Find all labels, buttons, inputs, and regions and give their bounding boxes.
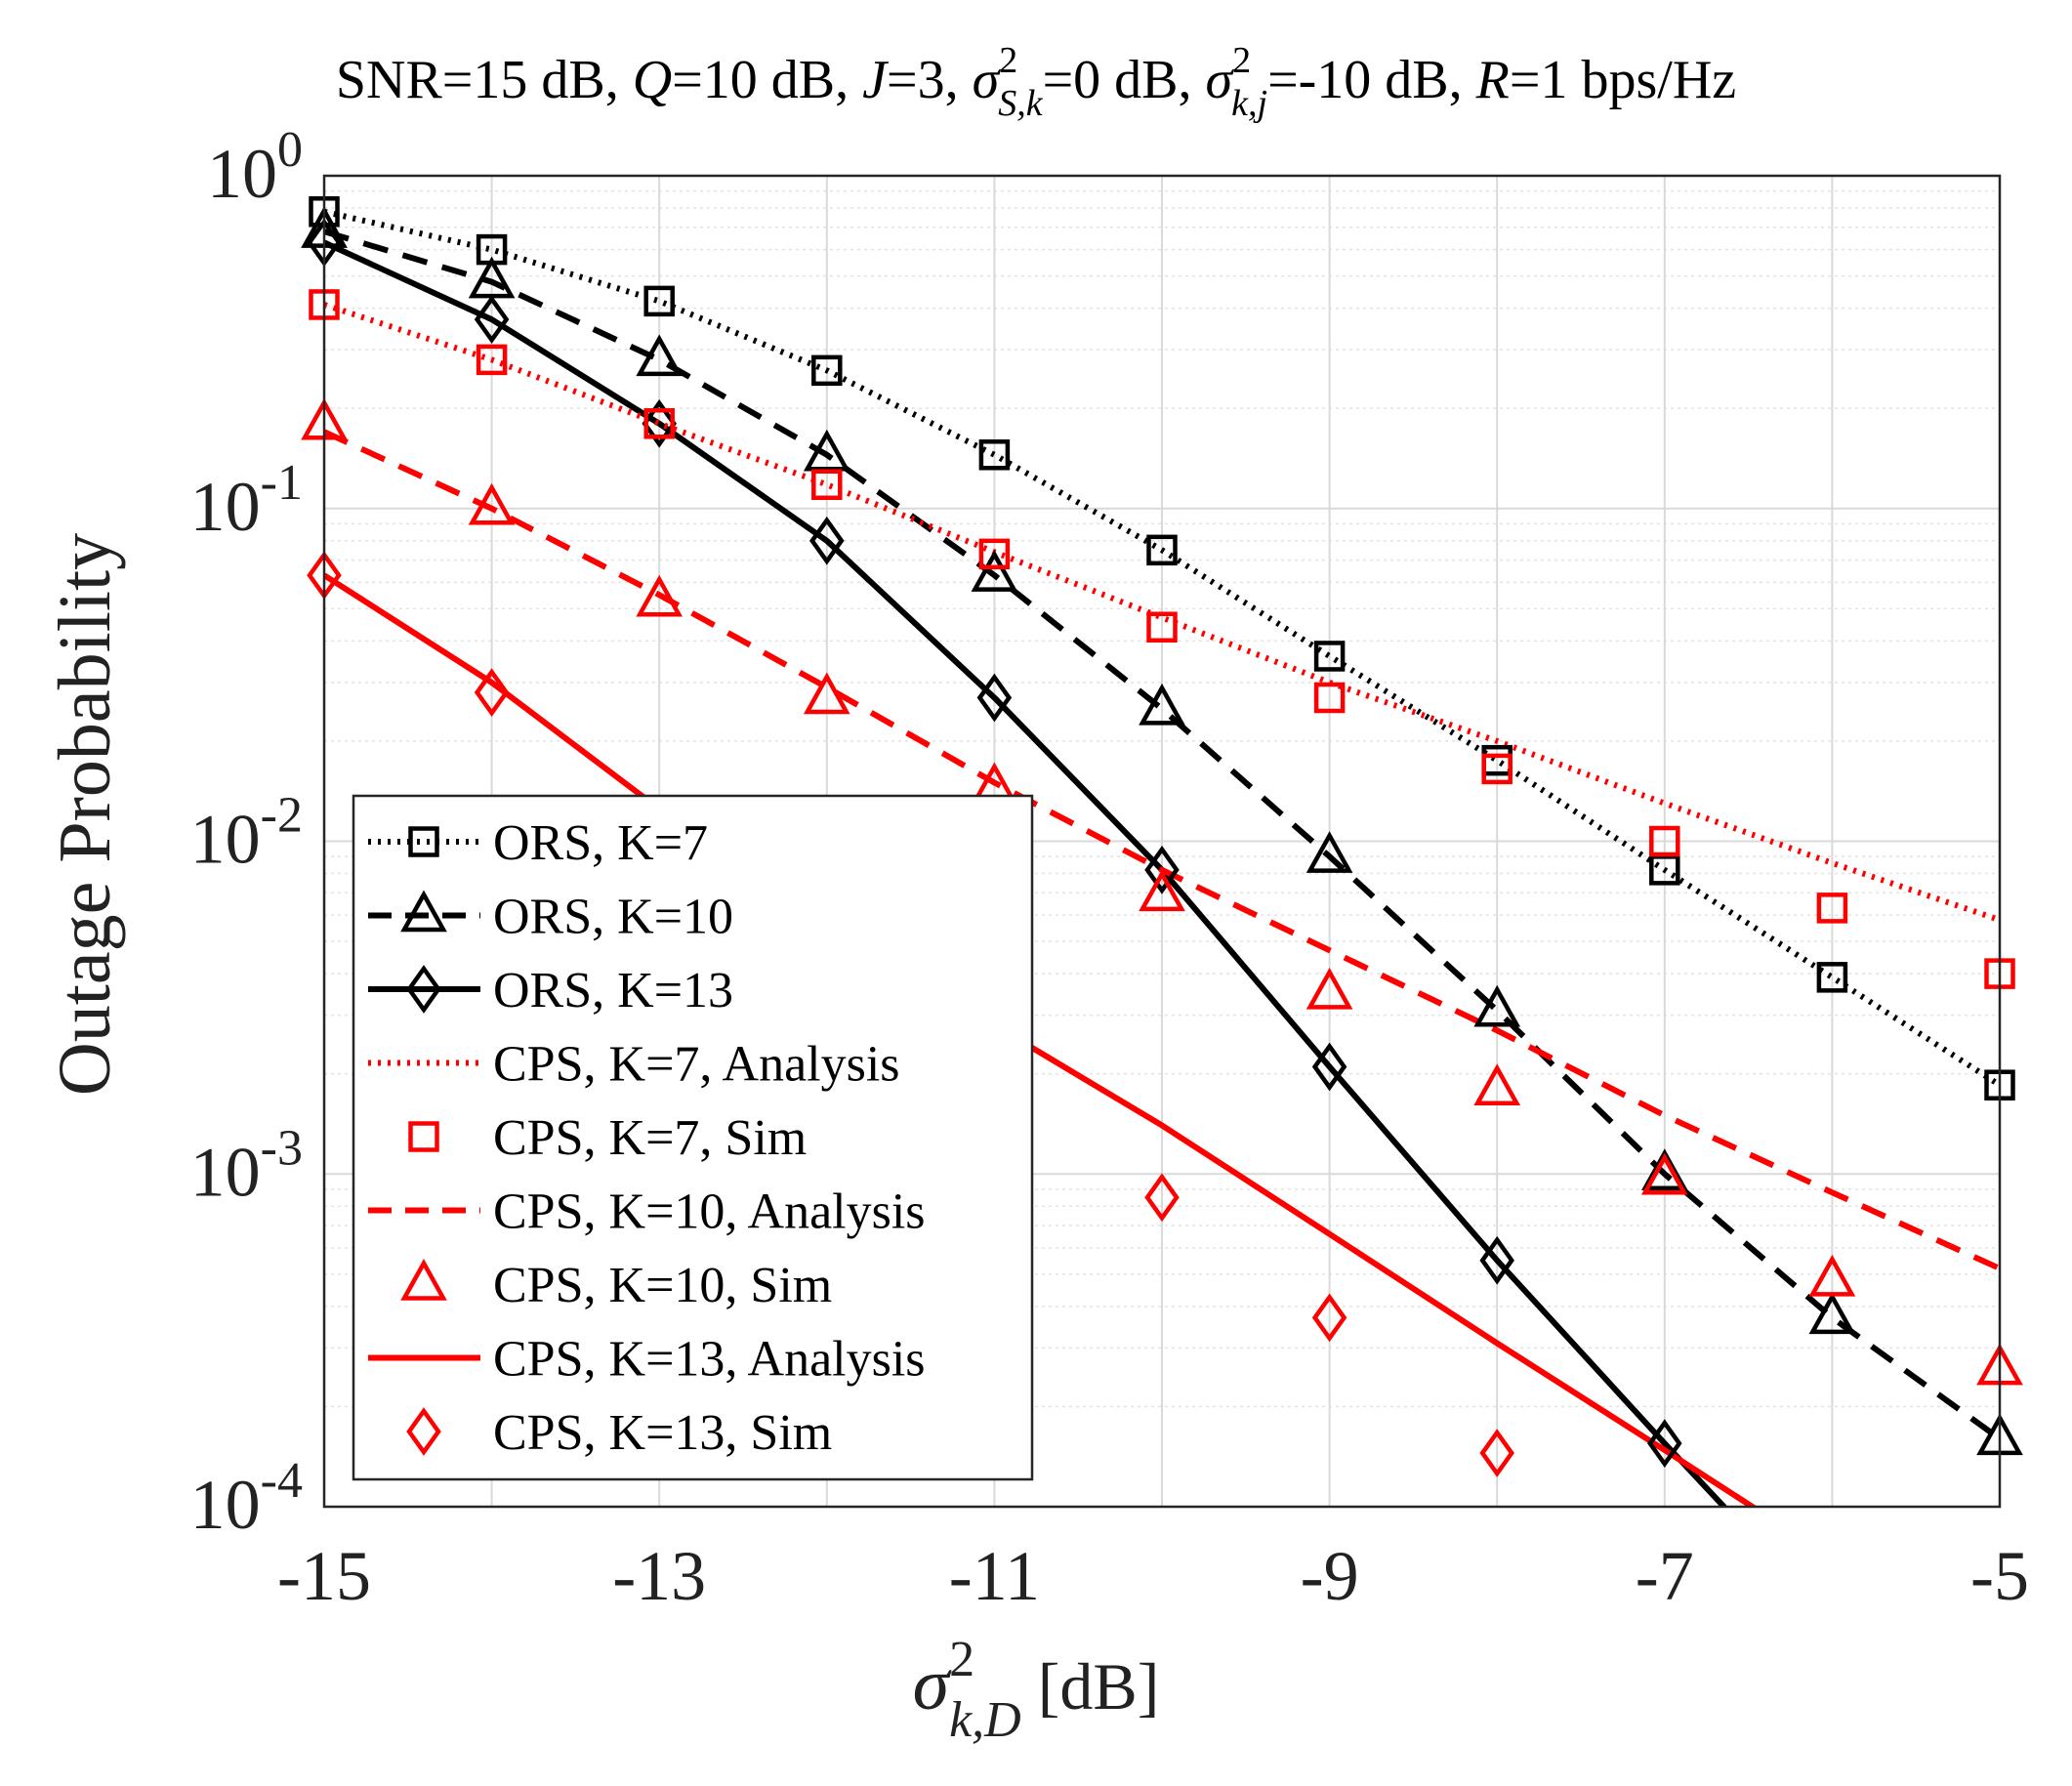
marker-ors-k-7 <box>1146 534 1178 566</box>
marker-cps-k-7-sim <box>811 469 843 501</box>
series-line-ors-k-10 <box>324 228 2000 1441</box>
legend-swatch-marker-cps-k-10-sim <box>400 1258 447 1301</box>
legend-swatch-marker-ors-k-13 <box>406 965 441 1014</box>
y-tick-label: 100 <box>207 122 303 213</box>
x-tick-label: -9 <box>1301 1537 1359 1615</box>
legend-swatch-marker-cps-k-7-sim <box>408 1121 439 1152</box>
x-tick-label: -15 <box>277 1537 371 1615</box>
marker-cps-k-10-sim <box>803 672 850 715</box>
y-tick-labels: 100 10-1 10-2 10-3 10-4 <box>190 122 303 1544</box>
marker-ors-k-10 <box>1139 683 1185 726</box>
marker-ors-k-7 <box>978 439 1011 471</box>
x-tick-labels: -15 -13 -11 -9 -7 -5 <box>277 1537 2029 1615</box>
marker-cps-k-7-sim <box>643 408 675 439</box>
legend-label-cps-k-7-analysis: CPS, K=7, Analysis <box>493 1037 900 1093</box>
marker-ors-k-13 <box>1311 1042 1347 1092</box>
marker-ors-k-7 <box>1313 641 1346 672</box>
marker-ors-k-10 <box>1473 984 1521 1027</box>
marker-ors-k-10 <box>1808 1292 1856 1335</box>
series-markers <box>301 196 2023 1477</box>
y-tick-label: 10-3 <box>190 1120 303 1211</box>
marker-ors-k-13 <box>642 398 677 448</box>
x-tick-label: -5 <box>1970 1537 2029 1615</box>
marker-cps-k-10-sim <box>1808 1254 1856 1297</box>
plot-frame <box>322 174 2002 1509</box>
marker-cps-k-10-sim <box>1473 1063 1521 1106</box>
legend-swatch-marker-ors-k-7 <box>408 826 439 857</box>
legend-label-cps-k-10-analysis: CPS, K=10, Analysis <box>493 1184 926 1240</box>
legend-label-cps-k-13-analysis: CPS, K=13, Analysis <box>493 1332 926 1388</box>
marker-cps-k-7-sim <box>1649 825 1680 857</box>
marker-ors-k-7 <box>1649 854 1680 886</box>
series-line-ors-k-7 <box>324 208 2000 1088</box>
marker-cps-k-7-sim <box>476 344 508 376</box>
legend-label-cps-k-10-sim: CPS, K=10, Sim <box>493 1258 832 1313</box>
marker-cps-k-10-sim <box>636 574 684 617</box>
series-line-cps-k-13-analysis <box>324 572 1759 1507</box>
marker-cps-k-10-sim <box>1640 1152 1688 1195</box>
y-tick-label: 10-4 <box>190 1453 303 1544</box>
marker-ors-k-13 <box>1479 1235 1514 1285</box>
legend-label-ors-k-13: ORS, K=13 <box>493 963 733 1018</box>
marker-ors-k-13 <box>976 673 1013 723</box>
marker-ors-k-10 <box>636 334 684 377</box>
marker-ors-k-7 <box>1816 962 1848 993</box>
x-tick-label: -7 <box>1636 1537 1694 1615</box>
marker-ors-k-13 <box>474 295 510 345</box>
y-tick-label: 10-1 <box>190 455 303 546</box>
y-axis-label: Outage Probability <box>44 533 126 1096</box>
marker-cps-k-13-sim <box>1144 1173 1180 1223</box>
marker-cps-k-7-sim <box>1481 753 1513 785</box>
marker-cps-k-13-sim <box>1479 1429 1514 1477</box>
marker-cps-k-10-sim <box>1305 967 1353 1010</box>
legend-label-cps-k-13-sim: CPS, K=13, Sim <box>493 1405 832 1461</box>
x-axis-label: σ2 k,D [dB] <box>913 1632 1160 1748</box>
marker-cps-k-7-sim <box>1146 611 1178 643</box>
marker-ors-k-7 <box>811 354 843 387</box>
marker-cps-k-13-sim <box>474 668 510 718</box>
legend-label-ors-k-7: ORS, K=7 <box>493 815 708 871</box>
marker-ors-k-13 <box>1647 1419 1682 1469</box>
marker-cps-k-10-sim <box>468 482 516 525</box>
y-tick-label: 10-2 <box>190 788 303 879</box>
legend-swatch-marker-ors-k-10 <box>400 890 447 933</box>
legend-box <box>352 794 1034 1481</box>
marker-ors-k-13 <box>809 516 845 565</box>
x-tick-label: -11 <box>949 1537 1040 1615</box>
legend-label-cps-k-7-sim: CPS, K=7, Sim <box>493 1110 807 1166</box>
marker-cps-k-7-sim <box>1313 682 1346 714</box>
marker-ors-k-13 <box>1144 845 1180 894</box>
chart-title: SNR=15 dB, Q=10 dB, J=3, σ2 S,k=0 dB, σ2 k… <box>336 40 1736 124</box>
marker-cps-k-13-sim <box>1311 1293 1347 1343</box>
marker-ors-k-7 <box>643 285 675 317</box>
legend-swatch-marker-cps-k-13-sim <box>406 1407 441 1456</box>
marker-ors-k-10 <box>1305 831 1353 873</box>
legend-label-ors-k-10: ORS, K=10 <box>493 890 733 945</box>
legend: ORS, K=7 ORS, K=10 ORS, K=13 CPS, K=7, Anal… <box>352 794 1034 1481</box>
marker-cps-k-7-sim <box>1816 893 1848 924</box>
marker-ors-k-10 <box>971 550 1018 592</box>
marker-ors-k-10 <box>803 429 850 472</box>
marker-cps-k-7-sim <box>978 538 1011 570</box>
marker-cps-k-10-sim <box>1139 869 1185 912</box>
x-tick-label: -13 <box>612 1537 706 1615</box>
